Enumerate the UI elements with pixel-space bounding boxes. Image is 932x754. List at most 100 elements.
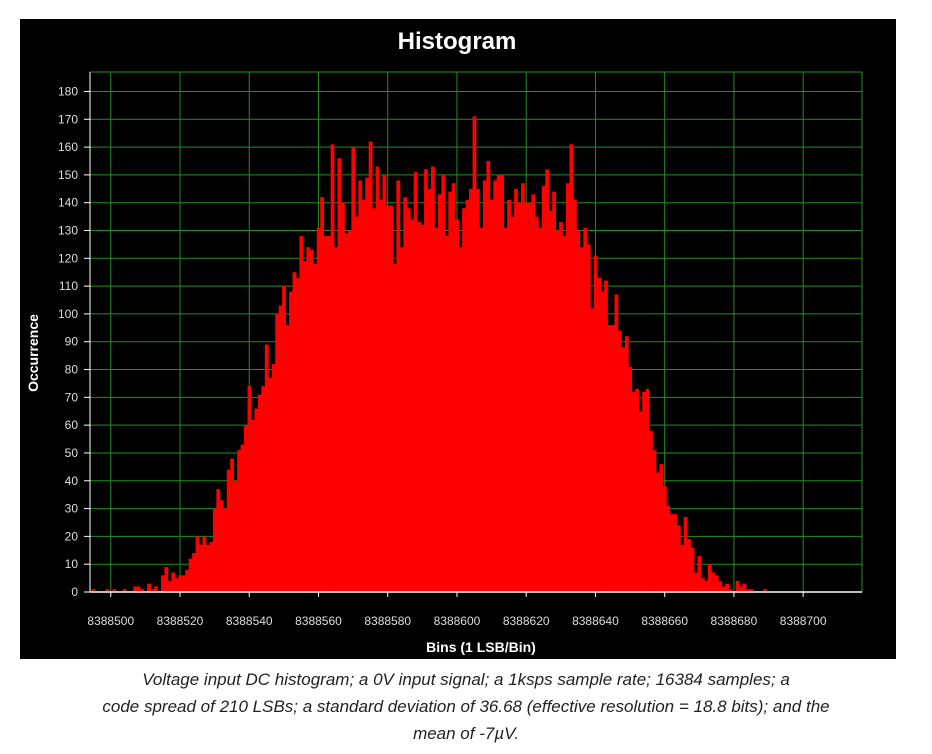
histogram-bar <box>507 199 511 592</box>
histogram-bar <box>534 216 539 592</box>
histogram-bar <box>334 247 338 592</box>
histogram-bar <box>597 277 601 592</box>
histogram-bar <box>611 325 615 592</box>
y-tick-label: 120 <box>58 251 78 265</box>
y-tick-labels: 0 10 20 30 40 50 60 70 80 90 100 110 120 130 140 150 160… <box>58 84 78 599</box>
histogram-bar <box>250 419 255 592</box>
y-tick-label: 180 <box>58 84 78 98</box>
x-tick-label: 8388540 <box>226 614 273 628</box>
histogram-bar <box>285 325 290 592</box>
x-tick-label: 8388680 <box>711 614 758 628</box>
histogram-bar <box>489 199 494 592</box>
y-tick-label: 130 <box>58 224 78 238</box>
histogram-bar <box>434 227 439 592</box>
y-tick-label: 20 <box>65 529 79 543</box>
histogram-bar <box>368 141 373 592</box>
histogram-bar <box>749 589 754 592</box>
histogram-bar <box>676 525 681 592</box>
histogram-bar <box>399 247 404 592</box>
histogram-bar <box>621 347 626 592</box>
histogram-bar <box>351 147 356 592</box>
histogram-bar <box>237 450 241 592</box>
histogram-bar <box>240 444 245 592</box>
histogram-bar <box>514 188 518 593</box>
y-tick-label: 30 <box>65 502 79 516</box>
histogram-bar <box>462 208 466 592</box>
histogram-bar <box>669 514 674 592</box>
histogram-bar <box>105 589 110 592</box>
histogram-bar <box>167 580 172 592</box>
histogram-bar <box>472 116 477 593</box>
histogram-bar <box>202 536 207 592</box>
x-tick-label: 8388500 <box>87 614 134 628</box>
histogram-bar <box>590 308 595 592</box>
histogram-bar <box>147 583 151 592</box>
axes <box>84 72 862 597</box>
histogram-bar <box>382 174 387 592</box>
histogram-bar <box>448 191 453 592</box>
y-tick-label: 150 <box>58 168 78 182</box>
y-tick-label: 70 <box>65 390 79 404</box>
histogram-bar <box>181 575 186 592</box>
histogram-bar <box>718 580 723 592</box>
histogram-bar <box>271 363 276 592</box>
histogram-bar <box>316 227 321 592</box>
y-tick-label: 40 <box>65 474 79 488</box>
histogram-bar <box>122 589 127 592</box>
histogram-bar <box>645 389 650 592</box>
histogram-bar <box>379 199 383 592</box>
histogram-bar <box>548 211 553 593</box>
histogram-bar <box>392 263 397 592</box>
histogram-bar <box>223 508 228 592</box>
histogram-bar <box>327 236 331 592</box>
histogram-bar <box>431 166 435 593</box>
histogram-chart: Histogram 0 10 20 30 40 50 60 70 80 90 100 110 120 13… <box>25 28 863 655</box>
histogram-bar <box>659 464 664 592</box>
histogram-bar <box>344 233 349 592</box>
histogram-bar <box>320 197 325 592</box>
histogram-bar <box>330 144 335 593</box>
histogram-bar <box>704 580 709 592</box>
histogram-bar <box>420 224 425 592</box>
y-tick-label: 160 <box>58 140 78 154</box>
histogram-bar <box>437 194 442 592</box>
figure-caption: Voltage input DC histogram; a 0V input s… <box>0 666 932 747</box>
x-tick-label: 8388700 <box>780 614 827 628</box>
histogram-bar <box>545 169 550 592</box>
histogram-bar <box>469 188 473 593</box>
histogram-bar <box>295 277 300 592</box>
histogram-bar <box>451 183 456 593</box>
y-axis-label: Occurrence <box>25 314 41 392</box>
histogram-bar <box>541 186 546 592</box>
histogram-bar <box>406 208 411 592</box>
histogram-bar <box>559 222 563 592</box>
caption-line-3: mean of -7µV. <box>413 724 519 743</box>
histogram-bar <box>711 572 716 592</box>
histogram-bar <box>572 199 577 592</box>
x-tick-label: 8388620 <box>503 614 550 628</box>
histogram-bar <box>527 202 532 592</box>
histogram-bar <box>496 174 501 592</box>
histogram-bar <box>427 188 432 593</box>
histogram-bar <box>628 366 633 592</box>
histogram-bar <box>150 589 155 592</box>
histogram-bar <box>289 291 293 592</box>
histogram-bar <box>666 505 671 592</box>
x-tick-label: 8388600 <box>434 614 481 628</box>
histogram-bar <box>410 219 415 592</box>
histogram-bar <box>361 199 366 592</box>
histogram-bar <box>728 589 733 592</box>
histogram-bar <box>725 583 730 592</box>
histogram-bar <box>593 255 598 592</box>
histogram-bar <box>185 569 190 592</box>
histogram-bar <box>631 391 636 592</box>
histogram-bar <box>299 236 304 592</box>
y-tick-label: 80 <box>65 363 79 377</box>
histogram-bar <box>493 180 498 592</box>
histogram-bar <box>721 586 726 592</box>
histogram-bar <box>417 222 421 592</box>
histogram-bar <box>257 394 262 592</box>
histogram-bar <box>458 247 463 592</box>
y-tick-label: 110 <box>59 279 78 293</box>
histogram-bar <box>205 544 210 592</box>
